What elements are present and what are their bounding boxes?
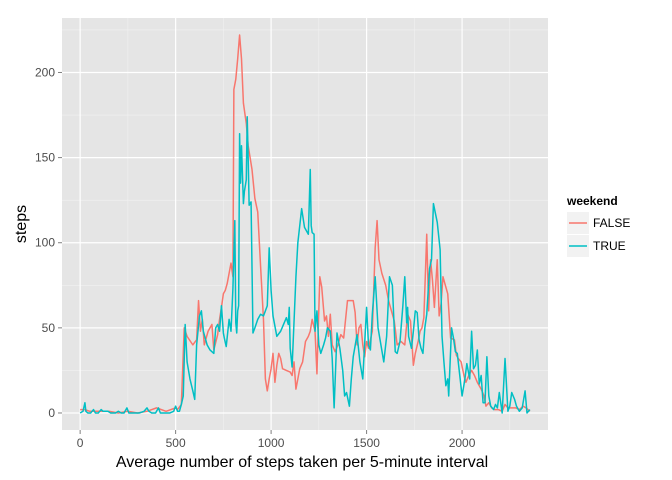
x-axis-title: Average number of steps taken per 5-minu…	[116, 454, 488, 471]
legend: weekend FALSE TRUE	[566, 194, 630, 257]
y-tick-label: 150	[35, 151, 55, 165]
x-tick-label: 0	[77, 436, 84, 450]
series-line-true	[79, 115, 531, 414]
x-axis: 0 500 1000 1500 2000	[77, 430, 476, 450]
legend-item-false: FALSE	[567, 212, 630, 234]
legend-title: weekend	[566, 194, 618, 208]
y-tick-label: 100	[35, 236, 55, 250]
legend-label-false: FALSE	[593, 216, 630, 230]
legend-item-true: TRUE	[567, 235, 626, 257]
x-tick-label: 1000	[258, 436, 285, 450]
y-tick-label: 50	[42, 321, 56, 335]
y-tick-label: 200	[35, 65, 55, 79]
series-lines	[79, 34, 531, 414]
y-axis-title: steps	[13, 205, 30, 243]
legend-label-true: TRUE	[593, 239, 626, 253]
plot-panel	[62, 18, 548, 430]
y-tick-label: 0	[48, 406, 55, 420]
x-tick-label: 500	[166, 436, 186, 450]
x-tick-label: 2000	[449, 436, 476, 450]
x-tick-label: 1500	[353, 436, 380, 450]
y-axis: 0 50 100 150 200	[35, 65, 62, 420]
major-gridlines	[62, 18, 548, 430]
minor-gridlines	[62, 18, 548, 430]
